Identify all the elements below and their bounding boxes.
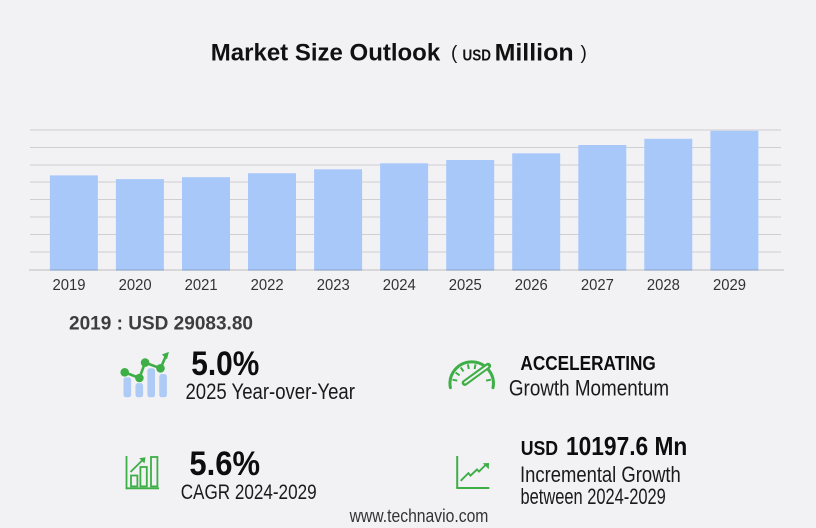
svg-text:Growth Momentum: Growth Momentum bbox=[509, 375, 669, 400]
svg-text:between 2024-2029: between 2024-2029 bbox=[521, 484, 666, 509]
svg-text:2023: 2023 bbox=[317, 277, 350, 294]
svg-text:2027: 2027 bbox=[581, 277, 614, 294]
svg-text:2025 Year-over-Year: 2025 Year-over-Year bbox=[186, 379, 355, 404]
svg-text:Incremental Growth: Incremental Growth bbox=[520, 462, 681, 487]
svg-text:2020: 2020 bbox=[119, 277, 152, 294]
svg-text:ACCELERATING: ACCELERATING bbox=[520, 353, 655, 375]
svg-text:5.0%: 5.0% bbox=[191, 345, 259, 383]
svg-text:2028: 2028 bbox=[647, 277, 680, 294]
svg-text:2025: 2025 bbox=[449, 277, 482, 294]
svg-text:5.6%: 5.6% bbox=[189, 445, 260, 483]
svg-text:USD: USD bbox=[521, 438, 558, 460]
svg-text:2019 : USD 29083.80: 2019 : USD 29083.80 bbox=[69, 313, 253, 334]
svg-text:2026: 2026 bbox=[515, 277, 548, 294]
svg-text:2021: 2021 bbox=[185, 277, 218, 294]
svg-text:www.technavio.com: www.technavio.com bbox=[349, 506, 489, 526]
svg-text:2024: 2024 bbox=[383, 277, 416, 294]
svg-text:2019: 2019 bbox=[53, 277, 86, 294]
svg-text:CAGR 2024-2029: CAGR 2024-2029 bbox=[181, 481, 317, 504]
svg-text:2029: 2029 bbox=[713, 277, 746, 294]
svg-text:10197.6 Mn: 10197.6 Mn bbox=[566, 431, 687, 461]
svg-text:2022: 2022 bbox=[251, 277, 284, 294]
